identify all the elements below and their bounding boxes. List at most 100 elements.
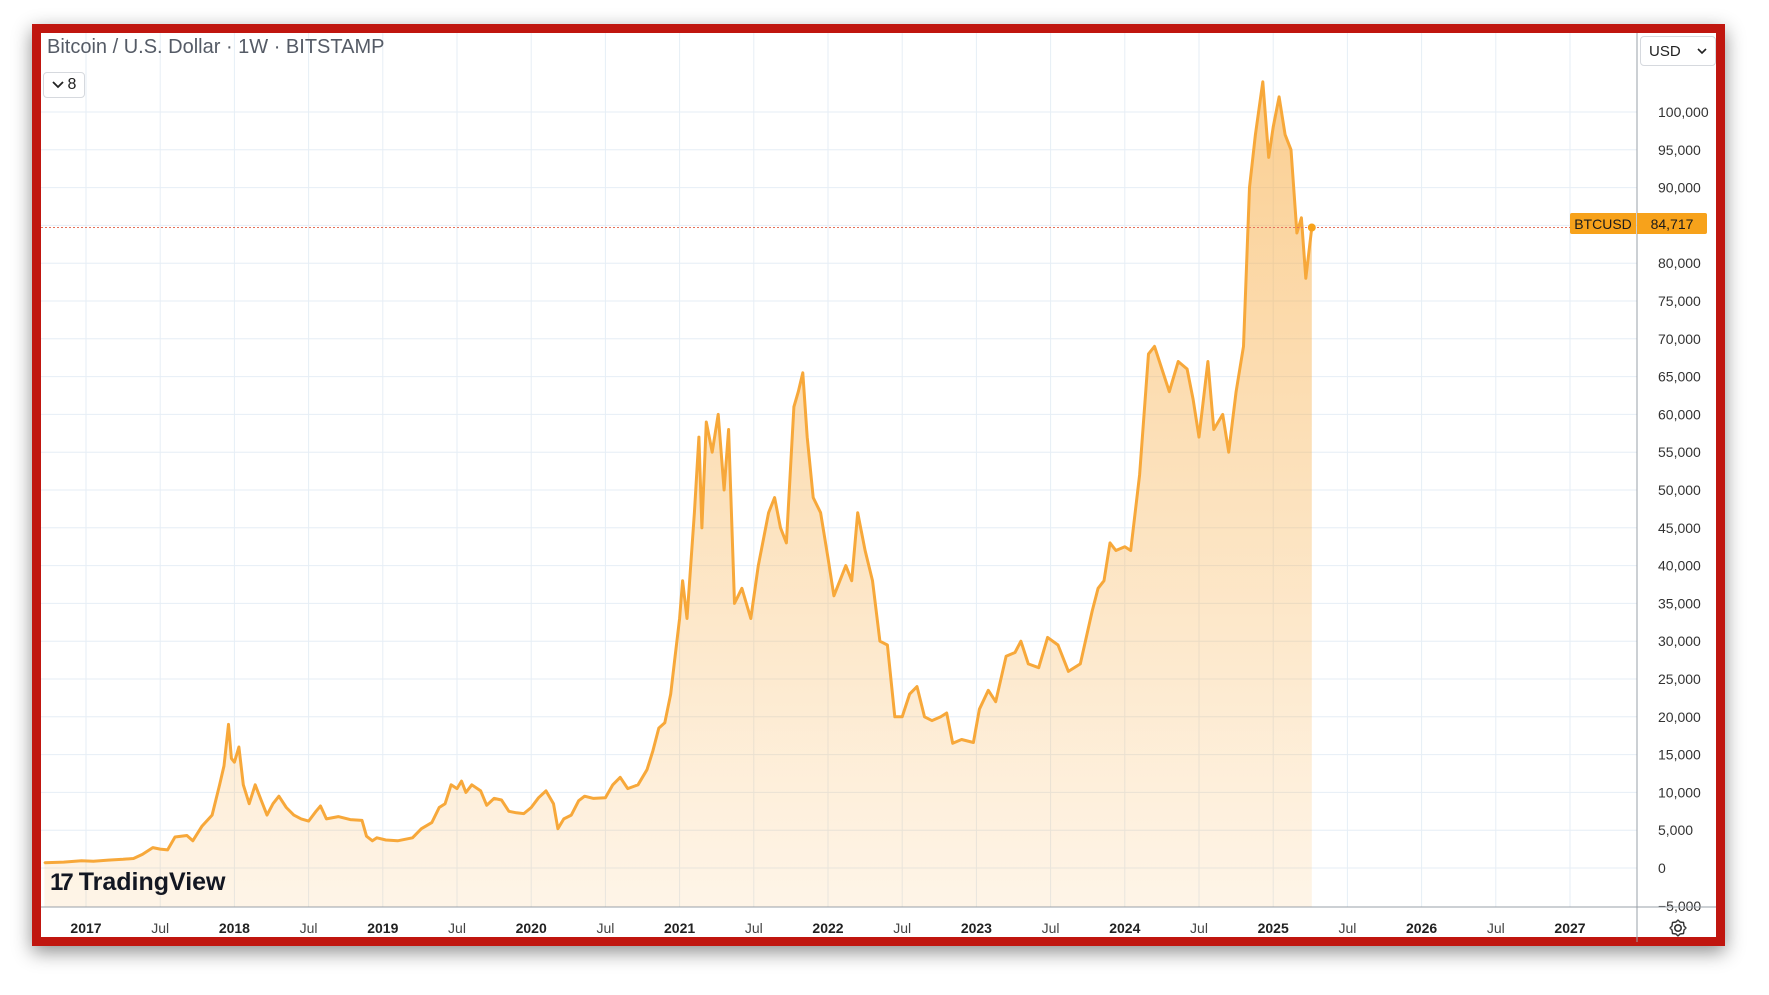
data-point [663,721,666,724]
data-point [819,511,822,514]
data-point [537,796,540,799]
data-point [200,825,203,828]
data-point [1261,80,1264,83]
y-tick-label: 95,000 [1658,142,1701,158]
data-point [1221,413,1224,416]
x-tick-label: Jul [448,920,466,936]
data-point [530,806,533,809]
y-tick-label: 70,000 [1658,331,1701,347]
data-point [923,715,926,718]
data-point [637,783,639,786]
data-point [1267,156,1270,159]
tradingview-mark-icon: 17 [50,868,74,896]
x-tick-label: Jul [893,920,911,936]
data-point [801,371,804,374]
y-tick-label: 15,000 [1658,747,1701,763]
data-point [361,819,363,822]
data-point [733,602,736,605]
x-tick-label: 2024 [1109,920,1140,936]
data-point [420,827,423,830]
y-tick-label: 30,000 [1658,633,1701,649]
data-point [1284,133,1286,136]
data-point [384,839,387,841]
chevron-down-icon [51,81,64,89]
x-tick-label: 2025 [1258,920,1289,936]
data-point [705,421,708,423]
data-point [248,802,251,805]
data-point [230,757,233,760]
x-tick-label: 2026 [1406,920,1437,936]
y-tick-label: 90,000 [1658,180,1701,196]
currency-select[interactable]: USD [1640,36,1716,66]
y-tick-label: 0 [1658,860,1666,876]
data-point [693,511,696,514]
tradingview-logo[interactable]: 17 TradingView [50,868,226,897]
data-point [939,715,942,718]
x-tick-label: 2023 [961,920,992,936]
data-point [674,655,677,658]
x-tick-label: 2018 [219,920,250,936]
data-point [681,579,684,582]
data-point [1097,587,1099,590]
y-tick-label: 10,000 [1658,784,1701,800]
data-point [307,820,310,823]
data-point [646,768,648,771]
data-point [930,719,933,722]
data-point [1037,666,1040,669]
data-point [856,511,859,514]
data-point [260,799,263,801]
data-point [773,496,776,499]
data-point [1242,345,1245,348]
data-point [151,846,154,849]
data-point [444,802,447,805]
data-point [1296,232,1298,234]
data-point [1138,473,1141,476]
data-point [562,817,565,820]
data-point [901,715,904,718]
gear-icon[interactable] [1667,917,1689,939]
data-point [141,853,144,856]
data-point [223,765,225,767]
data-point [604,796,607,799]
indicator-count: 8 [67,76,77,93]
data-point [80,859,83,862]
data-point [479,789,482,792]
data-point [450,783,452,786]
data-point [191,839,194,842]
data-point [850,579,853,582]
data-point [1046,636,1049,639]
data-point [838,579,841,582]
data-point [806,436,809,438]
data-point [711,451,714,454]
y-tick-label: 20,000 [1658,709,1701,725]
data-point [43,861,46,864]
symbol-label: BTCUSD [1570,213,1636,234]
data-point [592,797,595,800]
data-point [1114,549,1117,552]
data-point [1207,360,1209,363]
data-point [159,848,162,850]
data-point [272,802,274,805]
data-point [508,810,510,813]
collapse-indicators-button[interactable]: 8 [43,72,85,98]
data-point [785,542,788,544]
data-point [1123,545,1126,548]
data-point [122,858,124,861]
data-point [987,689,990,692]
x-tick-label: 2020 [516,920,547,936]
data-point [945,712,948,714]
x-tick-label: Jul [1338,920,1356,936]
data-point [218,783,221,786]
data-point [827,557,829,559]
x-tick-label: Jul [1487,920,1505,936]
data-point [186,834,188,837]
data-point [132,857,135,860]
data-point [552,802,555,805]
data-point [365,835,368,838]
data-point [686,617,688,620]
data-point [1212,428,1215,431]
data-point [107,859,110,861]
data-point [254,783,257,786]
data-point [1235,390,1237,393]
